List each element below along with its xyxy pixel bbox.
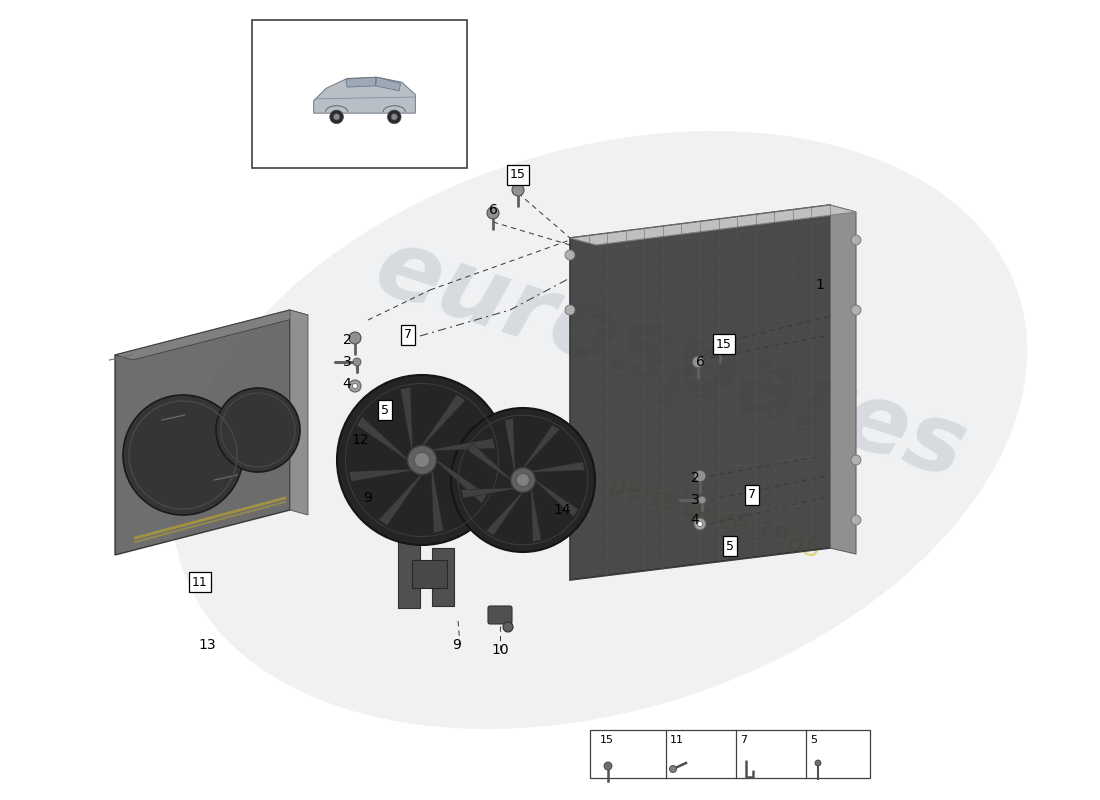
Bar bbox=[590, 730, 870, 778]
Circle shape bbox=[565, 445, 575, 455]
Text: 4: 4 bbox=[342, 377, 351, 391]
Polygon shape bbox=[376, 78, 400, 91]
Bar bbox=[398, 540, 420, 608]
Circle shape bbox=[517, 474, 529, 486]
Circle shape bbox=[565, 250, 575, 260]
Circle shape bbox=[815, 760, 821, 766]
Polygon shape bbox=[345, 78, 376, 87]
Circle shape bbox=[694, 470, 706, 482]
Circle shape bbox=[851, 515, 861, 525]
Text: 9: 9 bbox=[452, 638, 461, 652]
Circle shape bbox=[510, 468, 536, 492]
Polygon shape bbox=[349, 470, 411, 482]
Polygon shape bbox=[116, 310, 308, 360]
Polygon shape bbox=[422, 394, 465, 445]
Ellipse shape bbox=[173, 131, 1027, 729]
Polygon shape bbox=[468, 443, 510, 480]
Text: 6: 6 bbox=[695, 355, 704, 369]
Text: 15: 15 bbox=[600, 735, 614, 745]
Circle shape bbox=[512, 184, 524, 196]
Polygon shape bbox=[314, 78, 416, 113]
Circle shape bbox=[407, 446, 437, 474]
Circle shape bbox=[565, 305, 575, 315]
Text: 12: 12 bbox=[351, 433, 369, 447]
Circle shape bbox=[123, 395, 243, 515]
Text: 2: 2 bbox=[691, 471, 700, 485]
Circle shape bbox=[333, 114, 340, 120]
Text: eurospares: eurospares bbox=[363, 221, 977, 499]
Text: 2: 2 bbox=[342, 333, 351, 347]
Circle shape bbox=[451, 408, 595, 552]
Text: 13: 13 bbox=[198, 638, 216, 652]
Circle shape bbox=[565, 505, 575, 515]
Text: 15: 15 bbox=[510, 169, 526, 182]
Circle shape bbox=[714, 340, 726, 352]
Polygon shape bbox=[536, 480, 579, 517]
Circle shape bbox=[697, 522, 703, 526]
Circle shape bbox=[670, 766, 676, 773]
Text: 14: 14 bbox=[553, 503, 571, 517]
Text: 11: 11 bbox=[670, 735, 684, 745]
Circle shape bbox=[392, 114, 397, 120]
Text: a passion for parts since 1985: a passion for parts since 1985 bbox=[437, 416, 824, 564]
Text: 15: 15 bbox=[716, 338, 732, 350]
Polygon shape bbox=[432, 438, 495, 450]
Polygon shape bbox=[486, 493, 522, 535]
Text: 5: 5 bbox=[810, 735, 817, 745]
Polygon shape bbox=[570, 205, 856, 245]
Polygon shape bbox=[532, 462, 585, 472]
Polygon shape bbox=[570, 205, 830, 580]
Bar bbox=[252, 20, 468, 168]
Text: 7: 7 bbox=[404, 329, 412, 342]
Polygon shape bbox=[437, 460, 487, 503]
Text: 4: 4 bbox=[691, 513, 700, 527]
Circle shape bbox=[604, 762, 612, 770]
Circle shape bbox=[216, 388, 300, 472]
Text: 3: 3 bbox=[691, 493, 700, 507]
Circle shape bbox=[330, 110, 343, 124]
Circle shape bbox=[851, 455, 861, 465]
Text: 9: 9 bbox=[364, 491, 373, 505]
Polygon shape bbox=[522, 425, 560, 467]
Polygon shape bbox=[531, 489, 541, 542]
Text: 6: 6 bbox=[488, 203, 497, 217]
Polygon shape bbox=[461, 488, 514, 498]
Text: 11: 11 bbox=[192, 575, 208, 589]
Polygon shape bbox=[505, 418, 515, 471]
Circle shape bbox=[349, 332, 361, 344]
Circle shape bbox=[851, 305, 861, 315]
Circle shape bbox=[387, 110, 402, 124]
Text: 5: 5 bbox=[381, 403, 389, 417]
Circle shape bbox=[353, 358, 361, 366]
Polygon shape bbox=[431, 471, 443, 533]
Polygon shape bbox=[356, 417, 407, 460]
Circle shape bbox=[352, 383, 358, 389]
Circle shape bbox=[692, 356, 704, 368]
Circle shape bbox=[349, 380, 361, 392]
Bar bbox=[432, 548, 454, 606]
Polygon shape bbox=[378, 475, 422, 526]
Circle shape bbox=[851, 235, 861, 245]
Circle shape bbox=[337, 375, 507, 545]
Circle shape bbox=[698, 496, 706, 504]
Polygon shape bbox=[116, 310, 290, 555]
Text: 7: 7 bbox=[740, 735, 747, 745]
Text: 7: 7 bbox=[748, 489, 756, 502]
Text: 10: 10 bbox=[492, 643, 509, 657]
Text: 1: 1 bbox=[815, 278, 824, 292]
Circle shape bbox=[487, 207, 499, 219]
Text: 3: 3 bbox=[342, 355, 351, 369]
Circle shape bbox=[503, 622, 513, 632]
FancyBboxPatch shape bbox=[488, 606, 512, 624]
Circle shape bbox=[694, 518, 706, 530]
Polygon shape bbox=[830, 205, 856, 554]
Polygon shape bbox=[400, 387, 412, 449]
Text: 5: 5 bbox=[726, 539, 734, 553]
Polygon shape bbox=[290, 310, 308, 515]
Circle shape bbox=[415, 452, 430, 468]
Bar bbox=[412, 560, 447, 588]
